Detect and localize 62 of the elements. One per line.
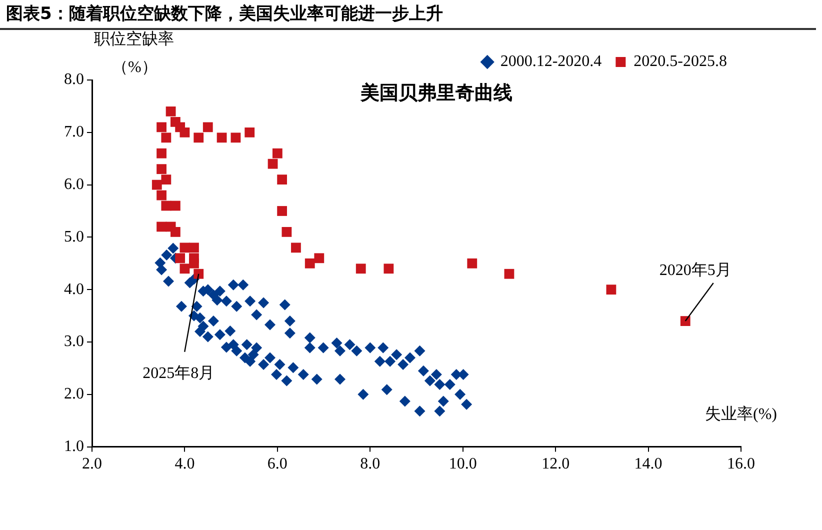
point xyxy=(170,227,180,237)
y-tick-label: 6.0 xyxy=(64,176,84,194)
point xyxy=(680,316,690,326)
point xyxy=(156,122,166,132)
point xyxy=(230,132,241,143)
point xyxy=(156,222,166,232)
annotation: 2020年5月 xyxy=(659,262,732,280)
legend-label: 2020.5-2025.8 xyxy=(634,53,727,70)
point xyxy=(277,206,288,216)
x-tick-label: 12.0 xyxy=(542,456,570,473)
point xyxy=(152,180,162,190)
point xyxy=(314,253,324,264)
point xyxy=(216,132,227,143)
x-tick-label: 4.0 xyxy=(174,456,195,473)
point xyxy=(291,242,301,253)
x-tick-label: 6.0 xyxy=(267,456,288,473)
x-tick-label: 2.0 xyxy=(82,456,102,473)
chart-title: 图表5：随着职位空缺数下降，美国失业率可能进一步上升 xyxy=(0,0,816,30)
point xyxy=(170,200,180,211)
x-axis-title: 失业率(%) xyxy=(705,405,777,424)
point xyxy=(175,253,186,264)
point xyxy=(304,258,315,268)
point xyxy=(156,190,166,200)
y-tick-label: 2.0 xyxy=(64,386,84,403)
annotation: 2025年8月 xyxy=(142,365,215,382)
point xyxy=(180,264,190,274)
chart-subtitle: 美国贝弗里奇曲线 xyxy=(360,82,512,104)
point xyxy=(202,122,213,132)
point xyxy=(161,174,172,185)
point xyxy=(156,164,166,174)
point xyxy=(384,264,394,274)
point xyxy=(268,158,278,169)
y-tick-label: 7.0 xyxy=(64,124,84,141)
point xyxy=(504,268,514,279)
point xyxy=(161,132,172,143)
point xyxy=(467,258,478,268)
point xyxy=(180,242,190,253)
point xyxy=(272,148,282,158)
legend-label: 2000.12-2020.4 xyxy=(500,53,602,70)
point xyxy=(166,106,176,116)
y-tick-label: 4.0 xyxy=(64,280,84,298)
y-axis-title: 职位空缺率（%） xyxy=(94,30,174,76)
point xyxy=(189,242,199,253)
y-tick-label: 8.0 xyxy=(64,71,84,88)
point xyxy=(356,264,366,274)
point xyxy=(606,284,616,295)
point xyxy=(156,148,166,158)
point xyxy=(277,174,288,185)
point xyxy=(189,258,199,268)
point xyxy=(161,200,172,211)
x-tick-label: 8.0 xyxy=(360,456,380,473)
x-tick-label: 16.0 xyxy=(727,456,755,473)
y-tick-label: 5.0 xyxy=(64,228,84,246)
point xyxy=(194,132,204,143)
y-tick-label: 1.0 xyxy=(64,438,84,456)
point xyxy=(194,268,204,279)
point xyxy=(282,227,292,237)
point xyxy=(244,127,255,138)
y-tick-label: 3.0 xyxy=(64,333,84,350)
x-tick-label: 10.0 xyxy=(448,456,477,473)
x-tick-label: 14.0 xyxy=(634,456,662,473)
point xyxy=(170,116,180,127)
